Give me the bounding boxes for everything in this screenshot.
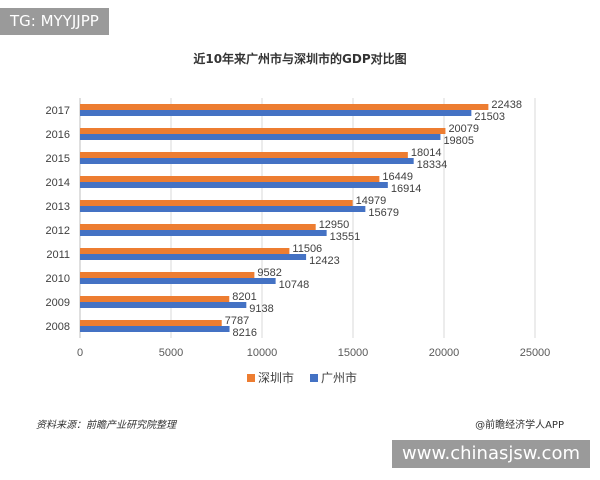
data-label-guangzhou: 19805 <box>443 135 474 147</box>
bar-shenzhen <box>80 296 230 302</box>
category-label: 2017 <box>46 105 70 117</box>
legend-swatch <box>310 374 318 382</box>
data-label-guangzhou: 12423 <box>309 255 340 267</box>
x-tick-label: 25000 <box>520 347 551 359</box>
data-label-shenzhen: 11506 <box>292 243 322 255</box>
category-label: 2011 <box>46 249 70 261</box>
x-tick-label: 20000 <box>429 347 460 359</box>
bar-shenzhen <box>80 152 408 158</box>
data-label-guangzhou: 15679 <box>368 207 399 219</box>
overlay-tag: TG: MYYJJPP <box>0 8 109 35</box>
legend-label: 深圳市 <box>258 370 294 385</box>
chart-title: 近10年来广州市与深圳市的GDP对比图 <box>193 52 407 66</box>
data-label-guangzhou: 13551 <box>330 231 361 243</box>
bar-guangzhou <box>80 134 441 140</box>
bar-shenzhen <box>80 224 316 230</box>
bar-guangzhou <box>80 158 414 164</box>
category-label: 2013 <box>46 201 70 213</box>
data-label-guangzhou: 10748 <box>279 279 310 291</box>
data-label-shenzhen: 12950 <box>319 219 350 231</box>
brand-credit: @前瞻经济学人APP <box>475 420 564 431</box>
bar-shenzhen <box>80 200 353 206</box>
bar-guangzhou <box>80 110 472 116</box>
data-label-guangzhou: 21503 <box>474 111 505 123</box>
bar-guangzhou <box>80 254 307 260</box>
source-note: 资料来源：前瞻产业研究院整理 <box>36 420 176 431</box>
x-tick-label: 0 <box>77 347 83 359</box>
category-label: 2009 <box>46 297 70 309</box>
data-label-shenzhen: 16449 <box>382 171 413 183</box>
category-label: 2014 <box>46 177 70 189</box>
category-label: 2015 <box>46 153 70 165</box>
bar-guangzhou <box>80 326 230 332</box>
x-tick-label: 10000 <box>247 347 278 359</box>
data-label-shenzhen: 9582 <box>257 267 281 279</box>
x-tick-label: 5000 <box>159 347 183 359</box>
bar-guangzhou <box>80 302 247 308</box>
data-label-guangzhou: 8216 <box>233 327 257 339</box>
bar-shenzhen <box>80 128 446 134</box>
category-label: 2016 <box>46 129 70 141</box>
data-label-shenzhen: 8201 <box>232 291 256 303</box>
legend-swatch <box>247 374 255 382</box>
bar-guangzhou <box>80 230 327 236</box>
data-label-shenzhen: 7787 <box>225 315 249 327</box>
data-label-shenzhen: 14979 <box>356 195 387 207</box>
category-label: 2012 <box>46 225 70 237</box>
x-tick-label: 15000 <box>338 347 369 359</box>
bar-guangzhou <box>80 182 388 188</box>
bar-guangzhou <box>80 206 366 212</box>
bar-shenzhen <box>80 320 222 326</box>
bar-shenzhen <box>80 272 255 278</box>
bar-shenzhen <box>80 104 489 110</box>
bar-shenzhen <box>80 176 380 182</box>
bar-shenzhen <box>80 248 290 254</box>
data-label-shenzhen: 18014 <box>411 147 442 159</box>
data-label-shenzhen: 20079 <box>448 123 479 135</box>
watermark-url: www.chinasjsw.com <box>392 440 590 468</box>
category-label: 2008 <box>46 321 70 333</box>
bar-guangzhou <box>80 278 276 284</box>
data-label-shenzhen: 22438 <box>491 99 522 111</box>
legend-label: 广州市 <box>321 370 357 385</box>
data-label-guangzhou: 16914 <box>391 183 422 195</box>
category-label: 2010 <box>46 273 70 285</box>
data-label-guangzhou: 18334 <box>417 159 448 171</box>
data-label-guangzhou: 9138 <box>249 303 273 315</box>
